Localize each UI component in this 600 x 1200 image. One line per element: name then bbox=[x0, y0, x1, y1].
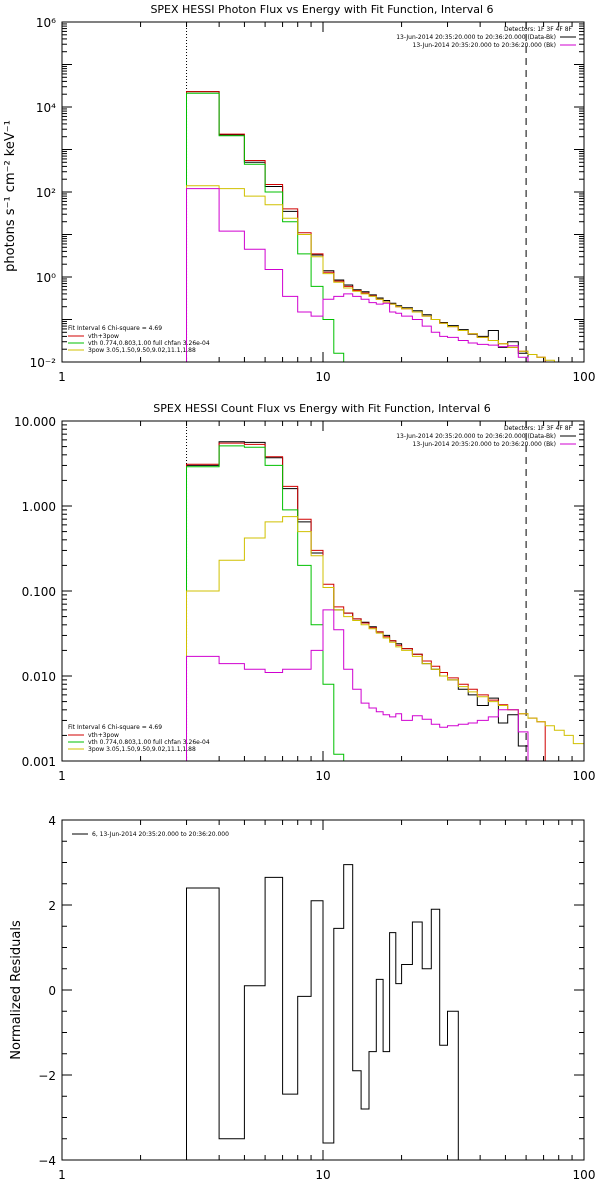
count-chart-title: SPEX HESSI Count Flux vs Energy with Fit… bbox=[153, 402, 490, 415]
count-legend-fit: Fit Interval 6 Chi-square = 4.69vth+3pow… bbox=[68, 724, 210, 753]
photon-y-axis-label: photons s⁻¹ cm⁻² keV⁻¹ bbox=[3, 120, 18, 272]
count-flux-panel: SPEX HESSI Count Flux vs Energy with Fit… bbox=[14, 402, 595, 783]
photon-flux-panel: SPEX HESSI Photon Flux vs Energy with Fi… bbox=[3, 3, 595, 384]
photon-series-1-line bbox=[186, 91, 546, 362]
residuals-x-tick-label: 10 bbox=[315, 1168, 330, 1182]
photon-legend-header: Detectors: 1F 3F 4F 8F bbox=[504, 26, 573, 33]
photon-y-tick-label: 10⁶ bbox=[36, 16, 56, 30]
photon-plot-frame bbox=[61, 21, 585, 363]
count-legend-header: Detectors: 1F 3F 4F 8F bbox=[504, 425, 573, 432]
residuals-plot-area: 1 10 100 −4 −2 0 2 4 bbox=[38, 814, 595, 1182]
photon-y-tick-label: 10⁴ bbox=[36, 101, 56, 115]
count-y-tick-label: 0.010 bbox=[22, 670, 56, 684]
photon-fit-legend-entry: vth 0.774,0.803,1.00 full chfan 3.26e-04 bbox=[88, 340, 210, 347]
svg-text:photons s⁻¹ cm⁻² keV⁻¹: photons s⁻¹ cm⁻² keV⁻¹ bbox=[3, 120, 18, 272]
residuals-x-tick-label: 1 bbox=[58, 1168, 66, 1182]
residuals-x-tick-label: 100 bbox=[573, 1168, 596, 1182]
count-y-tick-label: 1.000 bbox=[22, 500, 56, 514]
residuals-y-tick-label: −2 bbox=[38, 1069, 56, 1083]
count-x-tick-label: 10 bbox=[315, 769, 330, 783]
residuals-plot-frame bbox=[61, 819, 585, 1161]
count-y-tick-label: 0.001 bbox=[22, 755, 56, 769]
count-fit-legend-entry: 3pow 3.05,1.50,9.50,9.02,11.1,1.88 bbox=[88, 746, 196, 753]
svg-text:Normalized Residuals: Normalized Residuals bbox=[9, 920, 24, 1060]
count-plot-frame bbox=[61, 420, 585, 762]
residuals-y-tick-label: 0 bbox=[48, 984, 56, 998]
photon-fit-legend-entry: 3pow 3.05,1.50,9.50,9.02,11.1,1.88 bbox=[88, 347, 196, 354]
count-plot-area: 1 10 100 0.001 0.010 0.100 1.000 10.000 bbox=[14, 415, 595, 783]
residuals-panel: Normalized Residuals 1 10 100 −4 −2 0 2 4 6, 13… bbox=[9, 814, 595, 1182]
photon-series-0-line bbox=[186, 91, 529, 362]
photon-y-tick-label: 10⁻² bbox=[30, 356, 57, 370]
count-series-0-line bbox=[186, 441, 529, 761]
photon-y-tick-label: 10² bbox=[36, 186, 56, 200]
count-fit-legend-entry: vth+3pow bbox=[88, 732, 119, 739]
count-fit-legend-header: Fit Interval 6 Chi-square = 4.69 bbox=[68, 724, 162, 731]
residuals-y-tick-label: 2 bbox=[48, 899, 56, 913]
count-legend-entry: 13-Jun-2014 20:35:20.000 to 20:36:20.000… bbox=[396, 433, 556, 440]
residuals-y-tick-label: 4 bbox=[48, 814, 56, 828]
count-y-tick-label: 0.100 bbox=[22, 585, 56, 599]
count-fit-legend-entry: vth 0.774,0.803,1.00 full chfan 3.26e-04 bbox=[88, 739, 210, 746]
photon-legend-entry: 13-Jun-2014 20:35:20.000 to 20:36:20.000… bbox=[413, 42, 556, 49]
photon-x-tick-label: 100 bbox=[573, 370, 596, 384]
count-y-tick-label: 10.000 bbox=[14, 415, 56, 429]
photon-fit-legend-header: Fit Interval 6 Chi-square = 4.69 bbox=[68, 325, 162, 332]
photon-x-tick-label: 1 bbox=[58, 370, 66, 384]
photon-legend-entry: 13-Jun-2014 20:35:20.000 to 20:36:20.000… bbox=[396, 34, 556, 41]
count-series-2-line bbox=[186, 445, 345, 761]
photon-y-tick-label: 10⁰ bbox=[36, 271, 56, 285]
residuals-legend: 6, 13-Jun-2014 20:35:20.000 to 20:36:20.… bbox=[72, 831, 229, 838]
photon-x-tick-label: 10 bbox=[315, 370, 330, 384]
photon-series-4-line bbox=[186, 188, 529, 362]
count-series-4-line bbox=[186, 609, 529, 761]
residuals-series-0-line bbox=[186, 864, 459, 1160]
count-series-1-line bbox=[186, 442, 546, 761]
photon-legend-fit: Fit Interval 6 Chi-square = 4.69vth+3pow… bbox=[68, 325, 210, 354]
photon-series-3-line bbox=[186, 185, 574, 362]
photon-chart-title: SPEX HESSI Photon Flux vs Energy with Fi… bbox=[150, 3, 493, 16]
photon-fit-legend-entry: vth+3pow bbox=[88, 333, 119, 340]
photon-series-2-line bbox=[186, 92, 353, 362]
count-x-tick-label: 100 bbox=[573, 769, 596, 783]
count-legend-entry: 13-Jun-2014 20:35:20.000 to 20:36:20.000… bbox=[413, 441, 556, 448]
residuals-legend-entry: 6, 13-Jun-2014 20:35:20.000 to 20:36:20.… bbox=[92, 831, 229, 838]
count-series-3-line bbox=[186, 516, 584, 761]
residuals-y-tick-label: −4 bbox=[38, 1154, 56, 1168]
count-x-tick-label: 1 bbox=[58, 769, 66, 783]
residuals-y-axis-label: Normalized Residuals bbox=[9, 920, 24, 1060]
photon-plot-area: 1 10 100 10⁻² 10⁰ 10² 10⁴ 10⁶ bbox=[30, 16, 596, 384]
